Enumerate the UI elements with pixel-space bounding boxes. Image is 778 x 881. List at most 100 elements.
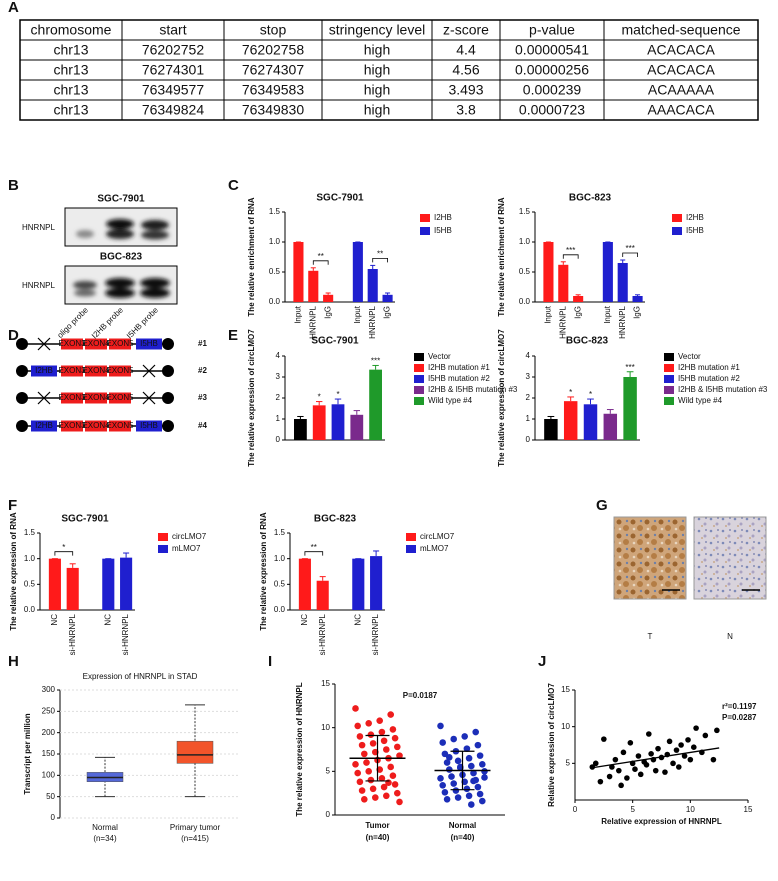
bar [316,580,329,610]
legend-swatch [414,386,424,394]
data-point [443,759,451,766]
data-point [624,775,630,781]
legend-label: I5HB mutation #2 [678,374,740,383]
y-tick-label: 250 [42,706,56,715]
table-cell: chr13 [53,102,88,118]
y-axis-label: Relative expression of circLMO7 [547,683,556,807]
data-point [468,801,475,808]
panel-label: H [8,653,19,670]
legend-label: Wild type #4 [428,396,473,405]
table-cell: high [364,102,390,118]
bar [293,242,304,302]
data-point [606,773,613,780]
legend-label: mLMO7 [172,544,201,553]
data-point [472,728,480,736]
data-point [391,781,399,788]
significance-label: * [318,393,321,402]
data-point [358,787,366,794]
data-point [356,733,364,740]
mutation-mark [142,391,156,405]
table-cell: 76349824 [142,102,205,118]
y-tick-label: 100 [42,770,56,779]
bar [298,558,311,610]
x-tick-label: HNRNPL [558,305,567,338]
chart-title: BGC-823 [566,336,609,347]
x-tick-label: IgG [633,306,642,319]
y-tick-label: 0.5 [519,267,531,276]
ihc-image [613,516,687,600]
bar [603,413,618,440]
significance-label: *** [371,357,380,366]
hairpin-box [136,420,162,432]
ihc-image [693,516,767,600]
panel-label: J [538,653,546,670]
legend-label: circLMO7 [172,532,207,541]
bar [558,264,569,302]
bar [120,557,133,610]
table-header: stringency level [329,22,426,38]
x-tick-label: IgG [573,306,582,319]
data-point [470,777,477,785]
blot-bands [73,219,170,298]
legend-swatch [664,364,674,372]
y-axis-label: The relative expression of RNA [259,512,268,630]
data-point [479,797,486,805]
data-point [637,771,644,778]
data-point [609,764,615,770]
data-point [352,705,359,712]
legend-swatch [406,545,416,553]
table-header: start [159,22,186,38]
x-tick-label: 5 [630,805,635,814]
table-cell: ACAAAAA [648,82,715,98]
legend-label: circLMO7 [420,532,455,541]
y-tick-label: 5 [566,758,571,767]
data-point [358,741,366,749]
y-tick-label: 0.5 [269,267,281,276]
data-point [383,792,390,800]
mutation-mark [142,364,156,378]
significance-bracket [54,551,74,556]
data-point [693,725,699,731]
ihc-label: N [727,632,733,641]
data-point [387,763,395,771]
construct-end [16,365,28,377]
chart-title: SGC-7901 [61,514,109,525]
y-tick-label: 0.0 [274,605,286,614]
data-point [396,752,403,759]
table-cell: 0.000239 [523,82,582,98]
bar [294,419,307,440]
bar [323,294,334,302]
table-cell: 76349830 [242,102,305,118]
panel-label: D [8,327,19,344]
table-cell: 76202752 [142,42,205,58]
data-point [378,775,386,782]
table-cell: high [364,62,390,78]
x-tick-label: Normal [449,821,477,830]
y-axis-label: The relative expression of circLMO7 [247,329,256,467]
significance-bracket [304,551,324,556]
mutation-mark [37,391,51,405]
legend-swatch [414,364,424,372]
data-point [702,732,709,739]
construct-end [162,392,174,404]
panel-label: E [228,327,238,344]
y-tick-label: 0.0 [519,297,531,306]
x-tick-label: IgG [383,306,392,319]
y-tick-label: 1.0 [519,237,531,246]
bar [352,242,363,302]
data-point [439,739,447,746]
hairpin-box [31,420,57,432]
x-tick-label: si-HNRNPL [371,613,380,655]
y-tick-label: 2 [526,393,531,402]
panel-label: G [596,497,608,514]
construct-label: #4 [198,421,207,430]
y-tick-label: 300 [42,685,56,694]
table-header: chromosome [31,22,112,38]
table-cell: chr13 [53,62,88,78]
significance-label: * [569,388,572,397]
y-axis-label: Transcript per million [23,713,32,794]
data-point [454,757,462,765]
x-tick-label: si-HNRNPL [318,613,327,655]
table-cell: 76274301 [142,62,205,78]
y-tick-label: 15 [321,679,330,688]
